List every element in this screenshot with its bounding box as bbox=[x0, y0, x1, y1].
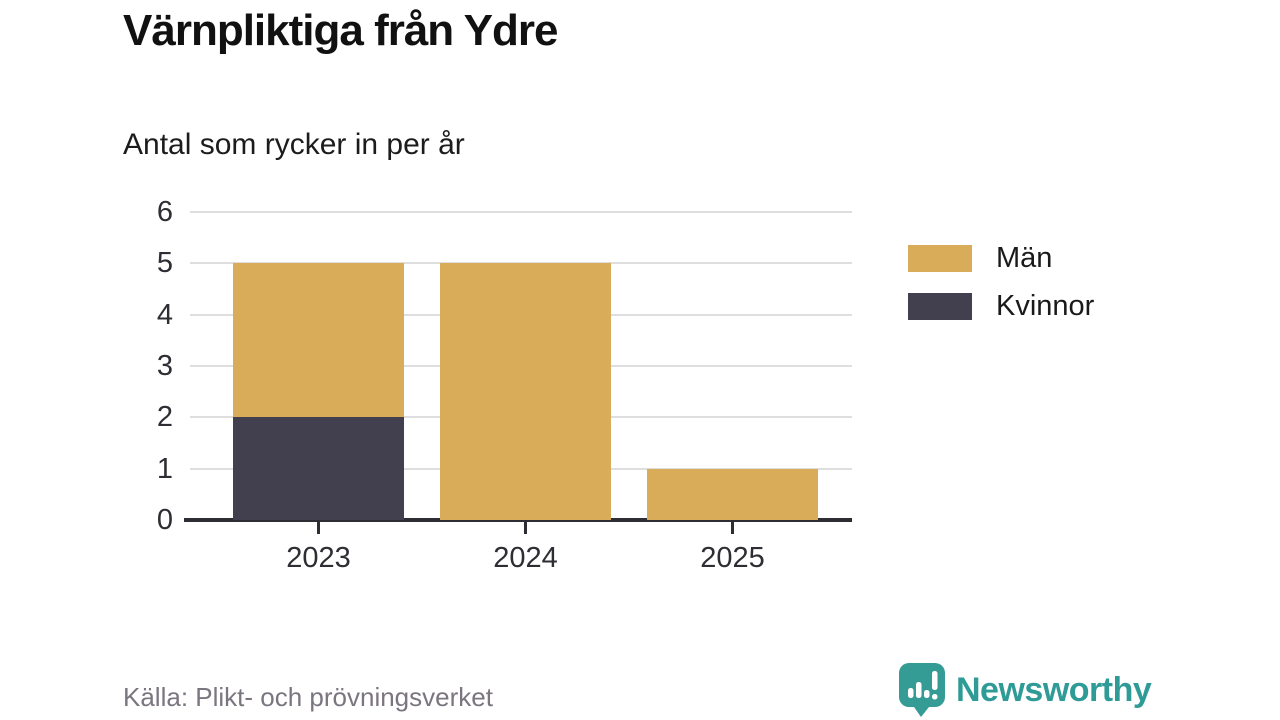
y-axis-tick-label: 3 bbox=[156, 350, 173, 382]
legend-swatch bbox=[908, 245, 972, 272]
y-axis-tick-label: 2 bbox=[156, 401, 173, 434]
newsworthy-bubble-icon bbox=[899, 663, 945, 717]
x-axis-tick bbox=[317, 522, 320, 534]
y-axis-tick-label: 6 bbox=[156, 196, 173, 228]
legend-item-kvinnor: Kvinnor bbox=[908, 292, 1094, 321]
y-axis-tick-label: 0 bbox=[156, 504, 173, 536]
chart-subtitle: Antal som rycker in per år bbox=[123, 128, 465, 161]
bar-segment-män-2025 bbox=[647, 468, 818, 520]
bar-segment-män-2023 bbox=[233, 263, 404, 418]
legend-label: Män bbox=[996, 242, 1053, 274]
x-axis-line bbox=[184, 518, 852, 522]
gridline-y6 bbox=[190, 211, 852, 213]
legend-label: Kvinnor bbox=[996, 290, 1095, 322]
gridline-y5 bbox=[190, 262, 852, 265]
x-axis-tick-label: 2025 bbox=[700, 542, 765, 574]
source-note: Källa: Plikt- och prövningsverket bbox=[123, 682, 493, 712]
y-axis-tick-label: 1 bbox=[156, 452, 173, 485]
legend-item-män: Män bbox=[908, 244, 1094, 273]
y-axis-tick-label: 5 bbox=[156, 247, 173, 280]
legend-swatch bbox=[908, 293, 972, 320]
x-axis-tick-label: 2024 bbox=[493, 542, 558, 574]
x-axis-tick bbox=[731, 522, 734, 534]
chart-legend: Män Kvinnor bbox=[908, 244, 1094, 340]
bar-segment-kvinnor-2023 bbox=[233, 417, 404, 520]
bar-segment-män-2024 bbox=[440, 263, 611, 520]
x-axis-tick-label: 2023 bbox=[286, 542, 351, 574]
y-axis-tick-label: 4 bbox=[156, 298, 173, 331]
chart-title: Värnpliktiga från Ydre bbox=[123, 6, 558, 55]
x-axis-tick bbox=[524, 522, 527, 534]
newsworthy-wordmark: Newsworthy bbox=[956, 671, 1152, 709]
bar-chart-plot-area: 0 1 2 3 4 5 6 2023 2024 2025 bbox=[157, 197, 852, 574]
newsworthy-logo: Newsworthy bbox=[898, 662, 1152, 718]
